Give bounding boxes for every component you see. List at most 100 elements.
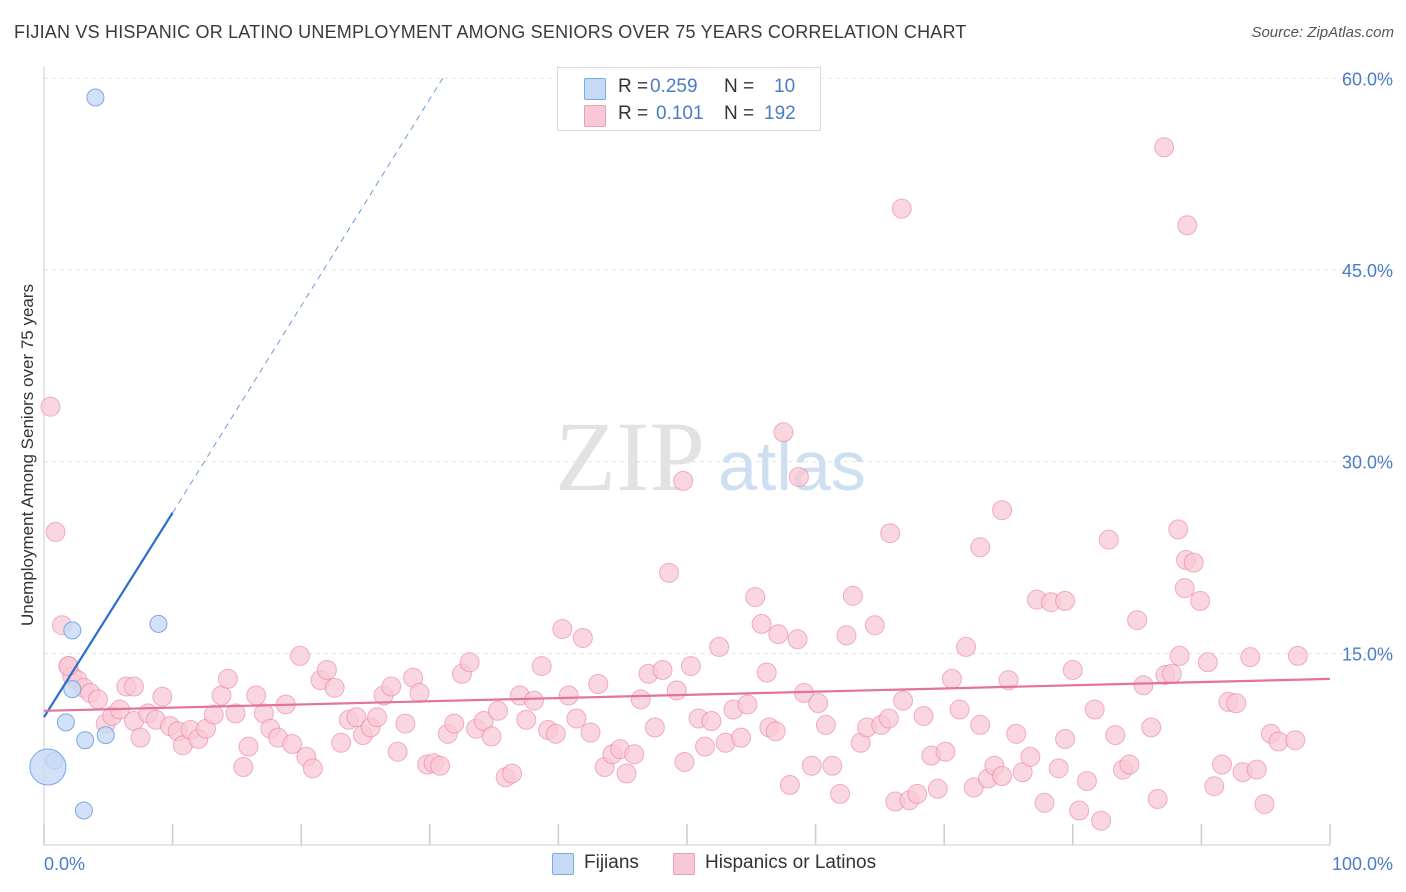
hispanic-point — [558, 685, 579, 706]
hispanic-point — [737, 694, 758, 715]
stats-legend: R = 0.259 N = 10 R = 0.101 N = 192 — [557, 67, 821, 131]
legend-r-value: 0.101 — [656, 103, 704, 124]
hispanic-point — [531, 656, 552, 677]
hispanic-point — [516, 709, 537, 730]
hispanic-point — [624, 744, 645, 765]
hispanic-point — [941, 668, 962, 689]
hispanic-point — [992, 500, 1013, 521]
hispanic-point — [970, 537, 991, 558]
hispanic-point — [572, 627, 593, 648]
hispanic-point — [1168, 519, 1189, 540]
hispanic-point — [395, 713, 416, 734]
hispanic-point — [502, 763, 523, 784]
bottom-legend-hispanics-label: Hispanics or Latinos — [705, 852, 877, 873]
hispanic-point — [1141, 717, 1162, 738]
hispanic-point — [487, 700, 508, 721]
hispanic-point — [588, 673, 609, 694]
hispanic-point — [1062, 659, 1083, 680]
fijian-point — [63, 680, 82, 699]
watermark-atlas: atlas — [718, 427, 866, 505]
hispanic-point — [1147, 788, 1168, 809]
hispanic-point — [409, 682, 430, 703]
hispanic-point — [836, 625, 857, 646]
hispanic-point — [779, 774, 800, 795]
hispanic-point — [316, 659, 337, 680]
hispanic-point — [1127, 610, 1148, 631]
hispanic-point — [1076, 771, 1097, 792]
y-tick-label: 30.0% — [1342, 453, 1393, 473]
fijian-point — [96, 726, 115, 745]
hispanic-point — [580, 722, 601, 743]
y-tick-label: 15.0% — [1342, 644, 1393, 664]
hispanic-point — [381, 676, 402, 697]
hispanic-point — [731, 727, 752, 748]
fijians-points — [29, 88, 168, 820]
hispanic-point — [773, 422, 794, 443]
y-tick-label: 60.0% — [1342, 69, 1393, 89]
hispanic-point — [40, 396, 61, 417]
legend-r-value: 0.259 — [650, 76, 698, 97]
hispanic-point — [367, 707, 388, 728]
hispanic-point — [1154, 137, 1175, 158]
fijian-point — [63, 621, 82, 640]
hispanic-point — [233, 757, 254, 778]
fijian-point — [86, 88, 105, 107]
hispanic-point — [152, 686, 173, 707]
hispanic-point — [523, 690, 544, 711]
hispanic-point — [1055, 728, 1076, 749]
fijian-point — [56, 713, 75, 732]
hispanic-point — [765, 721, 786, 742]
hispanic-point — [652, 659, 673, 680]
hispanic-point — [878, 708, 899, 729]
hispanic-point — [913, 705, 934, 726]
hispanic-point — [927, 778, 948, 799]
trend-lines — [43, 78, 1331, 718]
hispanic-point — [630, 689, 651, 710]
hispanic-point — [1254, 794, 1275, 815]
hispanic-point — [1183, 552, 1204, 573]
watermark-zip: ZIP — [555, 401, 705, 512]
hispanic-point — [998, 670, 1019, 691]
hispanic-point — [346, 707, 367, 728]
hispanic-point — [830, 783, 851, 804]
legend-r-label: R = — [618, 103, 649, 124]
hispanic-point — [666, 680, 687, 701]
hispanic-point — [788, 466, 809, 487]
hispanics-swatch — [673, 853, 695, 875]
hispanic-point — [459, 652, 480, 673]
hispanic-point — [1177, 215, 1198, 236]
fijians-swatch — [584, 78, 606, 100]
hispanic-point — [1268, 731, 1289, 752]
hispanic-point — [1069, 800, 1090, 821]
hispanic-point — [695, 736, 716, 757]
hispanic-point — [302, 758, 323, 779]
x-tick-label: 100.0% — [1332, 854, 1393, 874]
hispanic-point — [1204, 776, 1225, 797]
hispanic-point — [822, 755, 843, 776]
hispanic-point — [787, 629, 808, 650]
hispanic-point — [1055, 590, 1076, 611]
hispanic-point — [324, 677, 345, 698]
hispanic-point — [1119, 754, 1140, 775]
hispanic-point — [891, 198, 912, 219]
legend-r-label: R = — [618, 76, 649, 97]
hispanic-point — [1246, 759, 1267, 780]
hispanic-point — [801, 755, 822, 776]
axes — [43, 66, 1331, 846]
hispanic-point — [616, 763, 637, 784]
hispanic-point — [430, 755, 451, 776]
x-tick-labels: 0.0% 100.0% — [44, 854, 1393, 874]
hispanic-point — [552, 619, 573, 640]
hispanic-point — [768, 624, 789, 645]
hispanic-point — [45, 521, 66, 542]
legend-n-value: 192 — [764, 103, 796, 124]
hispanic-point — [842, 585, 863, 606]
hispanic-point — [756, 662, 777, 683]
hispanic-point — [751, 613, 772, 634]
hispanic-point — [956, 636, 977, 657]
hispanic-point — [673, 470, 694, 491]
chart-source: Source: ZipAtlas.com — [1251, 24, 1394, 41]
hispanics-swatch — [584, 105, 606, 127]
hispanic-point — [1034, 792, 1055, 813]
hispanic-point — [1105, 725, 1126, 746]
